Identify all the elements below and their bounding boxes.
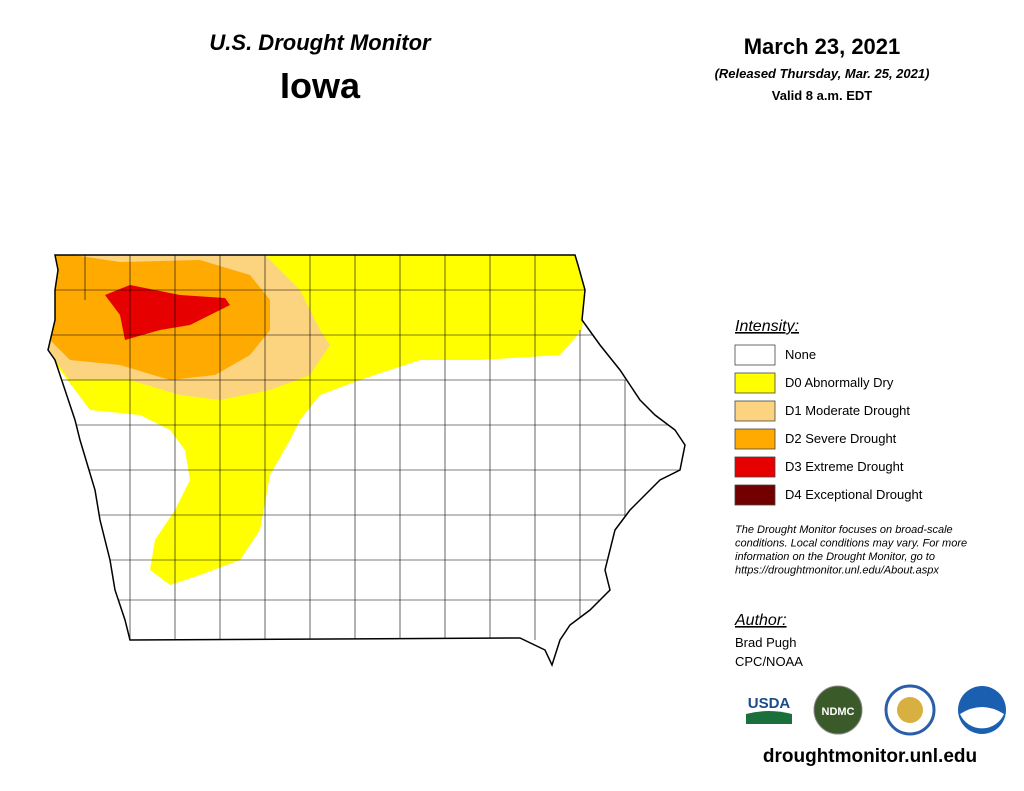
legend-swatch bbox=[734, 344, 776, 366]
county-lines bbox=[48, 255, 680, 640]
ndmc-logo-text: NDMC bbox=[822, 706, 855, 718]
note-line: The Drought Monitor focuses on broad-sca… bbox=[735, 524, 953, 536]
state-name: Iowa bbox=[280, 65, 361, 106]
legend-swatch bbox=[734, 428, 776, 450]
note: The Drought Monitor focuses on broad-sca… bbox=[735, 524, 967, 577]
legend-title: Intensity: bbox=[735, 318, 799, 335]
ndmc-logo bbox=[813, 685, 863, 735]
commerce-logo-center bbox=[897, 697, 923, 723]
legend-label: D4 Exceptional Drought bbox=[785, 487, 923, 502]
note-line: conditions. Local conditions may vary. F… bbox=[735, 538, 967, 550]
usda-logo-text: USDA bbox=[748, 695, 791, 712]
d3-area bbox=[105, 285, 230, 340]
author-heading: Author: bbox=[734, 612, 787, 629]
legend-label: None bbox=[785, 347, 816, 362]
legend-label: D3 Extreme Drought bbox=[785, 459, 904, 474]
legend-label: D0 Abnormally Dry bbox=[785, 375, 894, 390]
legend-swatch bbox=[734, 456, 776, 478]
map-date: March 23, 2021 bbox=[744, 34, 901, 59]
author: Brad Pugh CPC/NOAA bbox=[735, 635, 803, 669]
legend-label: D1 Moderate Drought bbox=[785, 403, 910, 418]
website: droughtmonitor.unl.edu bbox=[763, 746, 977, 767]
note-line: https://droughtmonitor.unl.edu/About.asp… bbox=[735, 565, 939, 577]
legend-swatch bbox=[734, 484, 776, 506]
release-date: (Released Thursday, Mar. 25, 2021) bbox=[715, 66, 930, 81]
logos: USDA NDMC bbox=[745, 684, 1006, 736]
legend-swatch bbox=[734, 372, 776, 394]
iowa-map bbox=[47, 254, 686, 666]
usda-logo-field bbox=[746, 711, 792, 724]
author-line: CPC/NOAA bbox=[735, 654, 803, 669]
noaa-logo-bird bbox=[960, 707, 1004, 729]
author-line: Brad Pugh bbox=[735, 635, 796, 650]
legend-swatch bbox=[734, 400, 776, 422]
legend: None D0 Abnormally Dry D1 Moderate Drought… bbox=[734, 344, 923, 506]
title: U.S. Drought Monitor bbox=[209, 30, 432, 55]
note-line: information on the Drought Monitor, go t… bbox=[735, 551, 935, 563]
legend-label: D2 Severe Drought bbox=[785, 431, 897, 446]
valid-time: Valid 8 a.m. EDT bbox=[772, 88, 872, 103]
